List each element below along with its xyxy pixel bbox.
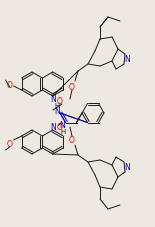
Text: N: N <box>54 107 60 116</box>
Text: H: H <box>60 128 65 134</box>
Text: O: O <box>7 140 13 149</box>
Text: O: O <box>69 136 75 145</box>
Text: N: N <box>50 123 56 132</box>
Text: H: H <box>54 103 60 109</box>
Text: O: O <box>69 82 75 91</box>
Text: O: O <box>57 122 63 131</box>
Text: N: N <box>50 95 56 104</box>
Text: N: N <box>60 121 65 129</box>
Text: O: O <box>7 80 13 89</box>
Text: N: N <box>124 55 130 64</box>
Text: O: O <box>57 96 63 105</box>
Text: N: N <box>124 163 130 172</box>
